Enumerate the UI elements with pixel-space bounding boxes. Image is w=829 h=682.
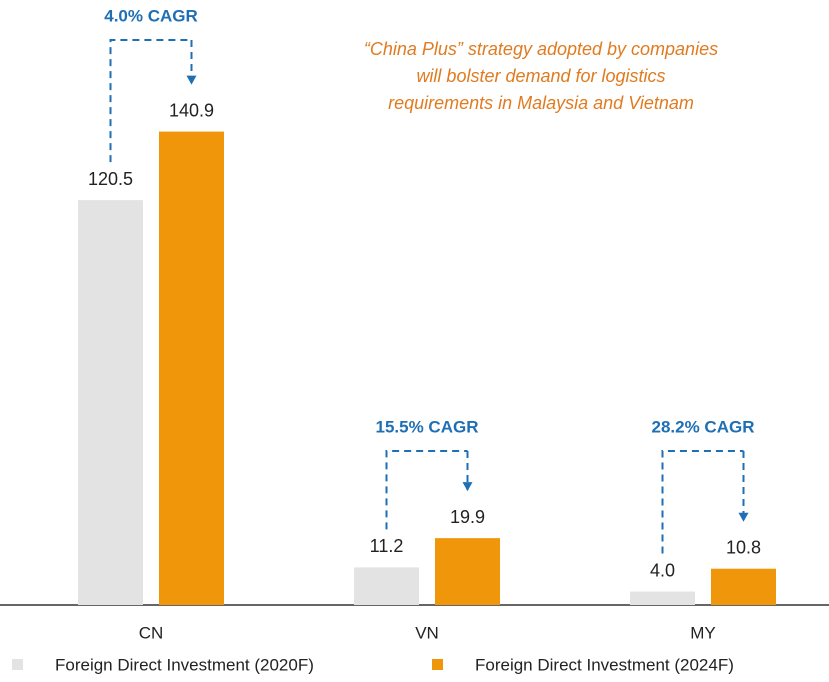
annotation: will bolster demand for logistics	[416, 66, 665, 86]
data-label: 120.5	[88, 169, 133, 189]
legend-label: Foreign Direct Investment (2024F)	[475, 655, 734, 674]
legend-label: Foreign Direct Investment (2020F)	[55, 655, 314, 674]
bar	[159, 131, 224, 606]
bar	[435, 538, 500, 605]
cagr-label: 4.0% CAGR	[104, 6, 198, 25]
cagr-bracket	[385, 450, 468, 530]
cagr-bracket	[109, 39, 192, 163]
cagr-label: 15.5% CAGR	[376, 417, 479, 436]
cagr-label: 28.2% CAGR	[652, 417, 755, 436]
data-label: 10.8	[726, 537, 761, 557]
bar	[354, 567, 419, 605]
annotation: requirements in Malaysia and Vietnam	[388, 93, 694, 113]
bar	[630, 591, 695, 605]
legend-swatch	[12, 659, 23, 670]
cagr-bracket	[661, 450, 744, 554]
data-label: 4.0	[650, 560, 675, 580]
x-tick-label: MY	[690, 623, 716, 642]
x-tick-label: CN	[139, 623, 164, 642]
bar	[711, 568, 776, 605]
data-label: 19.9	[450, 507, 485, 527]
bar	[78, 200, 143, 605]
data-label: 140.9	[169, 100, 214, 120]
data-label: 11.2	[370, 536, 404, 556]
x-tick-label: VN	[415, 623, 439, 642]
legend-swatch	[432, 659, 443, 670]
annotation: “China Plus” strategy adopted by compani…	[364, 39, 718, 59]
